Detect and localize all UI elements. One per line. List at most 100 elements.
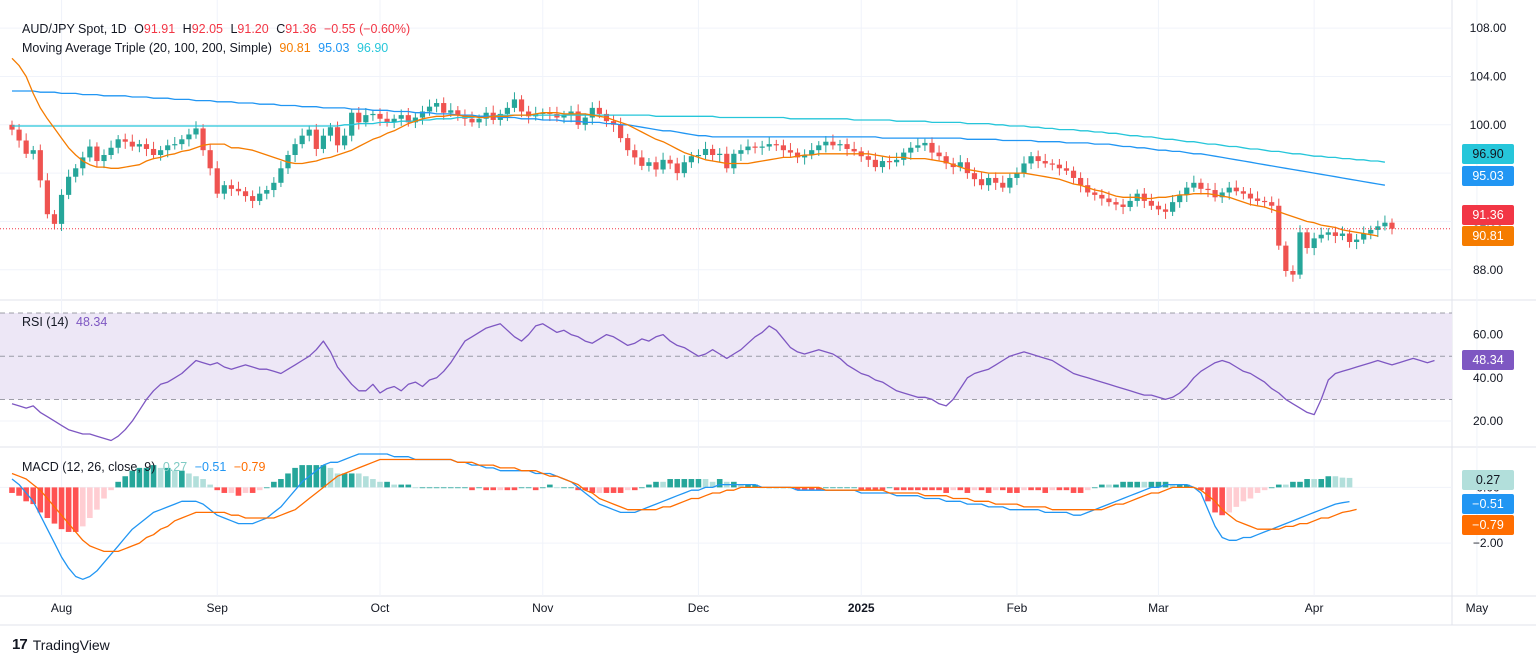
rsi-legend-value: 48.34 [76, 315, 108, 329]
macd-legend-label[interactable]: MACD (12, 26, close, 9) [22, 460, 156, 474]
candle-body [172, 144, 178, 146]
tradingview-logo-icon: 17 [12, 636, 28, 653]
candle-body [313, 129, 319, 149]
candle-body [16, 129, 22, 141]
candle-body [143, 144, 150, 149]
macd-histogram-bar [179, 470, 185, 488]
macd-histogram-bar [688, 479, 695, 488]
candle-body [37, 150, 43, 181]
macd-histogram-bar [617, 487, 624, 493]
macd-histogram-bar [1127, 481, 1133, 488]
macd-histogram-bar [313, 465, 320, 488]
candle-body [518, 99, 525, 112]
candle-body [681, 162, 687, 174]
price-axis-label: 108.00 [1470, 21, 1507, 35]
macd-histogram-bar [999, 487, 1006, 491]
macd-histogram-bar [1070, 487, 1077, 493]
candle-body [23, 140, 29, 154]
candle-body [122, 139, 128, 142]
open-value: 91.91 [143, 22, 176, 36]
candle-body [405, 115, 411, 123]
candle-body [1092, 192, 1098, 195]
macd-histogram-bar [23, 487, 29, 502]
macd-histogram-bar [1290, 481, 1296, 488]
candle-body [886, 161, 893, 163]
candle-body [625, 138, 631, 151]
candle-body [766, 144, 772, 147]
macd-histogram-bar [1077, 487, 1084, 493]
macd-histogram-bar [554, 487, 560, 489]
candle-body [1106, 198, 1112, 203]
time-axis-label: Mar [1148, 601, 1169, 615]
macd-histogram-bar [1226, 487, 1233, 513]
macd-histogram-bar [122, 476, 129, 488]
macd-histogram-bar [1021, 487, 1027, 491]
candle-body [526, 111, 532, 117]
time-axis-label: Feb [1007, 601, 1028, 615]
candle-body [1269, 202, 1275, 206]
candle-body [561, 115, 567, 118]
candle-body [73, 168, 79, 177]
macd-histogram-bar [1297, 481, 1303, 488]
macd-histogram-bar [101, 487, 107, 499]
macd-histogram-bar [299, 465, 305, 488]
time-axis-label: Apr [1305, 601, 1324, 615]
tradingview-logo[interactable]: 17 TradingView [12, 636, 110, 653]
macd-histogram-bar [30, 487, 37, 505]
macd-histogram-bar [405, 484, 412, 488]
macd-histogram-bar [900, 487, 907, 491]
candle-body [915, 145, 921, 148]
rsi-legend-label[interactable]: RSI (14) [22, 315, 69, 329]
macd-histogram-bar [978, 487, 985, 491]
macd-histogram-bar [221, 487, 228, 493]
macd-histogram-bar [1028, 487, 1034, 491]
candle-body [504, 107, 510, 114]
candle-body [957, 162, 963, 168]
macd-histogram-bar [1268, 487, 1275, 489]
ma100-legend-value: 95.03 [318, 41, 350, 55]
candle-body [1219, 192, 1225, 198]
macd-histogram-bar [497, 487, 504, 491]
candle-body [710, 148, 716, 155]
macd-histogram-bar [511, 487, 518, 491]
candle-body [129, 141, 135, 147]
macd-histogram-bar [171, 470, 178, 488]
candle-body [823, 141, 829, 146]
candle-body [250, 196, 256, 201]
candle-body [476, 118, 482, 123]
macd-histogram-bar [1042, 487, 1049, 493]
candle-body [667, 159, 673, 164]
symbol-label[interactable]: AUD/JPY Spot, 1D [22, 22, 127, 36]
macd-histogram-bar [596, 487, 603, 493]
macd-histogram-bar [384, 481, 390, 488]
candle-body [115, 139, 121, 148]
candle-body [327, 127, 334, 136]
candle-body [292, 144, 298, 155]
macd-histogram-bar [674, 479, 681, 488]
candle-body [384, 118, 390, 123]
candle-body [922, 142, 928, 146]
time-axis-label: Dec [688, 601, 709, 615]
candle-body [971, 173, 978, 180]
macd-histogram-bar [738, 484, 744, 488]
macd-histogram-bar [1205, 487, 1211, 502]
candle-body [1339, 233, 1346, 236]
candle-body [1205, 188, 1211, 191]
candle-body [1346, 233, 1353, 242]
candle-body [1148, 200, 1154, 206]
macd-histogram-bar [334, 473, 341, 488]
macd-histogram-bar [943, 487, 949, 493]
candle-body [1240, 191, 1246, 194]
macd-line-badge: −0.51 [1462, 494, 1514, 514]
time-axis-label: Sep [207, 601, 229, 615]
macd-histogram-bar [129, 470, 136, 488]
macd-histogram-bar [1169, 484, 1176, 488]
ma-legend-label[interactable]: Moving Average Triple (20, 100, 200, Sim… [22, 41, 272, 55]
candle-body [278, 168, 284, 183]
candle-body [193, 128, 199, 135]
candle-body [1276, 205, 1282, 246]
candle-body [794, 152, 801, 158]
candle-body [342, 135, 348, 146]
high-label: H92.05 [182, 22, 223, 36]
